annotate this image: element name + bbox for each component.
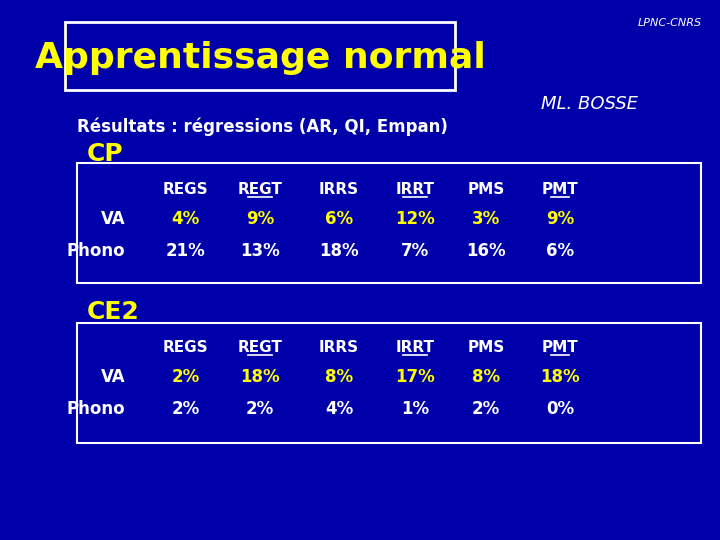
Text: PMT: PMT <box>542 340 579 355</box>
Text: 1%: 1% <box>401 400 429 418</box>
Text: REGT: REGT <box>238 340 282 355</box>
Text: REGS: REGS <box>163 182 209 197</box>
Text: 17%: 17% <box>395 368 435 386</box>
Text: Phono: Phono <box>67 400 125 418</box>
Text: 18%: 18% <box>319 242 359 260</box>
Text: ML. BOSSE: ML. BOSSE <box>541 95 639 113</box>
Text: 21%: 21% <box>166 242 206 260</box>
Text: REGS: REGS <box>163 340 209 355</box>
Text: VA: VA <box>101 368 125 386</box>
Text: CE2: CE2 <box>86 300 139 324</box>
Text: 12%: 12% <box>395 210 435 228</box>
Text: 8%: 8% <box>472 368 500 386</box>
Text: Résultats : régressions (AR, QI, Empan): Résultats : régressions (AR, QI, Empan) <box>77 118 448 137</box>
FancyBboxPatch shape <box>65 22 455 90</box>
Text: IRRS: IRRS <box>319 182 359 197</box>
Text: 4%: 4% <box>171 210 200 228</box>
Text: 2%: 2% <box>171 400 200 418</box>
Text: 0%: 0% <box>546 400 575 418</box>
Text: CP: CP <box>86 142 123 166</box>
FancyBboxPatch shape <box>77 163 701 283</box>
Text: 13%: 13% <box>240 242 280 260</box>
Text: 2%: 2% <box>472 400 500 418</box>
Text: 6%: 6% <box>325 210 353 228</box>
Text: 18%: 18% <box>541 368 580 386</box>
Text: 2%: 2% <box>246 400 274 418</box>
Text: 4%: 4% <box>325 400 354 418</box>
Text: IRRT: IRRT <box>396 340 435 355</box>
Text: 16%: 16% <box>466 242 505 260</box>
Text: 9%: 9% <box>246 210 274 228</box>
Text: 18%: 18% <box>240 368 280 386</box>
Text: 2%: 2% <box>171 368 200 386</box>
Text: REGT: REGT <box>238 182 282 197</box>
Text: 7%: 7% <box>401 242 429 260</box>
Text: Apprentissage normal: Apprentissage normal <box>35 41 485 75</box>
Text: 9%: 9% <box>546 210 575 228</box>
Text: LPNC-CNRS: LPNC-CNRS <box>637 18 701 28</box>
Text: Phono: Phono <box>67 242 125 260</box>
Text: 6%: 6% <box>546 242 575 260</box>
Text: PMS: PMS <box>467 182 505 197</box>
Text: PMT: PMT <box>542 182 579 197</box>
Text: IRRS: IRRS <box>319 340 359 355</box>
Text: PMS: PMS <box>467 340 505 355</box>
Text: 8%: 8% <box>325 368 353 386</box>
Text: VA: VA <box>101 210 125 228</box>
Text: IRRT: IRRT <box>396 182 435 197</box>
Text: 3%: 3% <box>472 210 500 228</box>
FancyBboxPatch shape <box>77 323 701 443</box>
